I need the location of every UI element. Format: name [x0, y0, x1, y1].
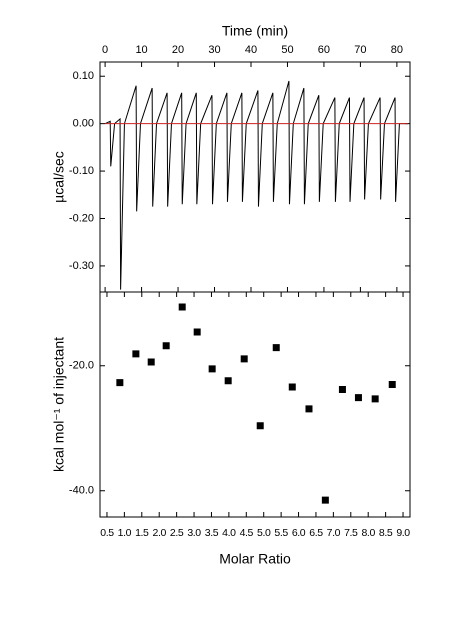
- data-point: [338, 386, 346, 393]
- x-axis-title: Time (min): [222, 23, 288, 39]
- data-point: [147, 358, 155, 366]
- y-tick-label: -40.0: [69, 485, 94, 497]
- x-tick-label: 0.5: [100, 527, 114, 539]
- x-tick-label: 2.0: [153, 527, 167, 539]
- x-tick-label: 6.0: [292, 527, 306, 539]
- data-point: [224, 377, 232, 385]
- x-tick-label: 60: [318, 44, 330, 56]
- plot-frame: [99, 61, 411, 293]
- data-point: [193, 328, 201, 336]
- y-tick-label: -0.20: [69, 212, 94, 224]
- data-point: [256, 422, 264, 430]
- y-tick-label: -20.0: [69, 360, 94, 372]
- x-tick-label: 4.5: [240, 527, 254, 539]
- x-tick-label: 8.0: [361, 527, 375, 539]
- data-point: [178, 303, 186, 311]
- x-tick-label: 5.5: [274, 527, 288, 539]
- x-tick-label: 7.5: [344, 527, 358, 539]
- x-tick-label: 50: [281, 44, 293, 56]
- data-line: [104, 80, 408, 290]
- x-tick-label: 3.5: [205, 527, 219, 539]
- data-point: [321, 496, 329, 504]
- x-tick-label: 6.5: [309, 527, 323, 539]
- x-tick-label: 20: [172, 44, 184, 56]
- y-tick-label: 0.00: [73, 118, 94, 130]
- x-tick-label: 10: [135, 44, 147, 56]
- x-tick-label: 1.5: [135, 527, 149, 539]
- x-tick-label: 3.0: [187, 527, 201, 539]
- x-tick-label: 30: [208, 44, 220, 56]
- data-point: [116, 379, 124, 387]
- data-point: [371, 395, 379, 403]
- y-tick-label: -0.10: [69, 165, 94, 177]
- x-tick-label: 7.0: [327, 527, 341, 539]
- data-point: [208, 365, 216, 373]
- x-tick-label: 5.0: [257, 527, 271, 539]
- data-point: [305, 405, 313, 413]
- data-point: [354, 394, 362, 402]
- x-tick-label: 80: [391, 44, 403, 56]
- data-point: [240, 355, 248, 363]
- y-axis-title: kcal mol⁻¹ of injectant: [51, 337, 67, 472]
- x-tick-label: 0: [102, 44, 108, 56]
- x-tick-label: 9.0: [396, 527, 410, 539]
- data-point: [388, 381, 396, 388]
- data-point: [132, 350, 140, 358]
- x-tick-label: 8.5: [379, 527, 393, 539]
- x-axis-title: Molar Ratio: [219, 551, 291, 567]
- x-tick-label: 2.5: [170, 527, 184, 539]
- x-tick-label: 40: [245, 44, 257, 56]
- y-tick-label: 0.10: [73, 70, 94, 82]
- y-axis-title: µcal/sec: [51, 151, 67, 203]
- x-tick-label: 70: [354, 44, 366, 56]
- y-tick-label: -0.30: [69, 260, 94, 272]
- plot-frame: [99, 291, 411, 518]
- data-point: [272, 344, 280, 352]
- x-tick-label: 4.0: [222, 527, 236, 539]
- data-point: [162, 342, 170, 350]
- x-tick-label: 1.0: [118, 527, 132, 539]
- data-point: [288, 383, 296, 391]
